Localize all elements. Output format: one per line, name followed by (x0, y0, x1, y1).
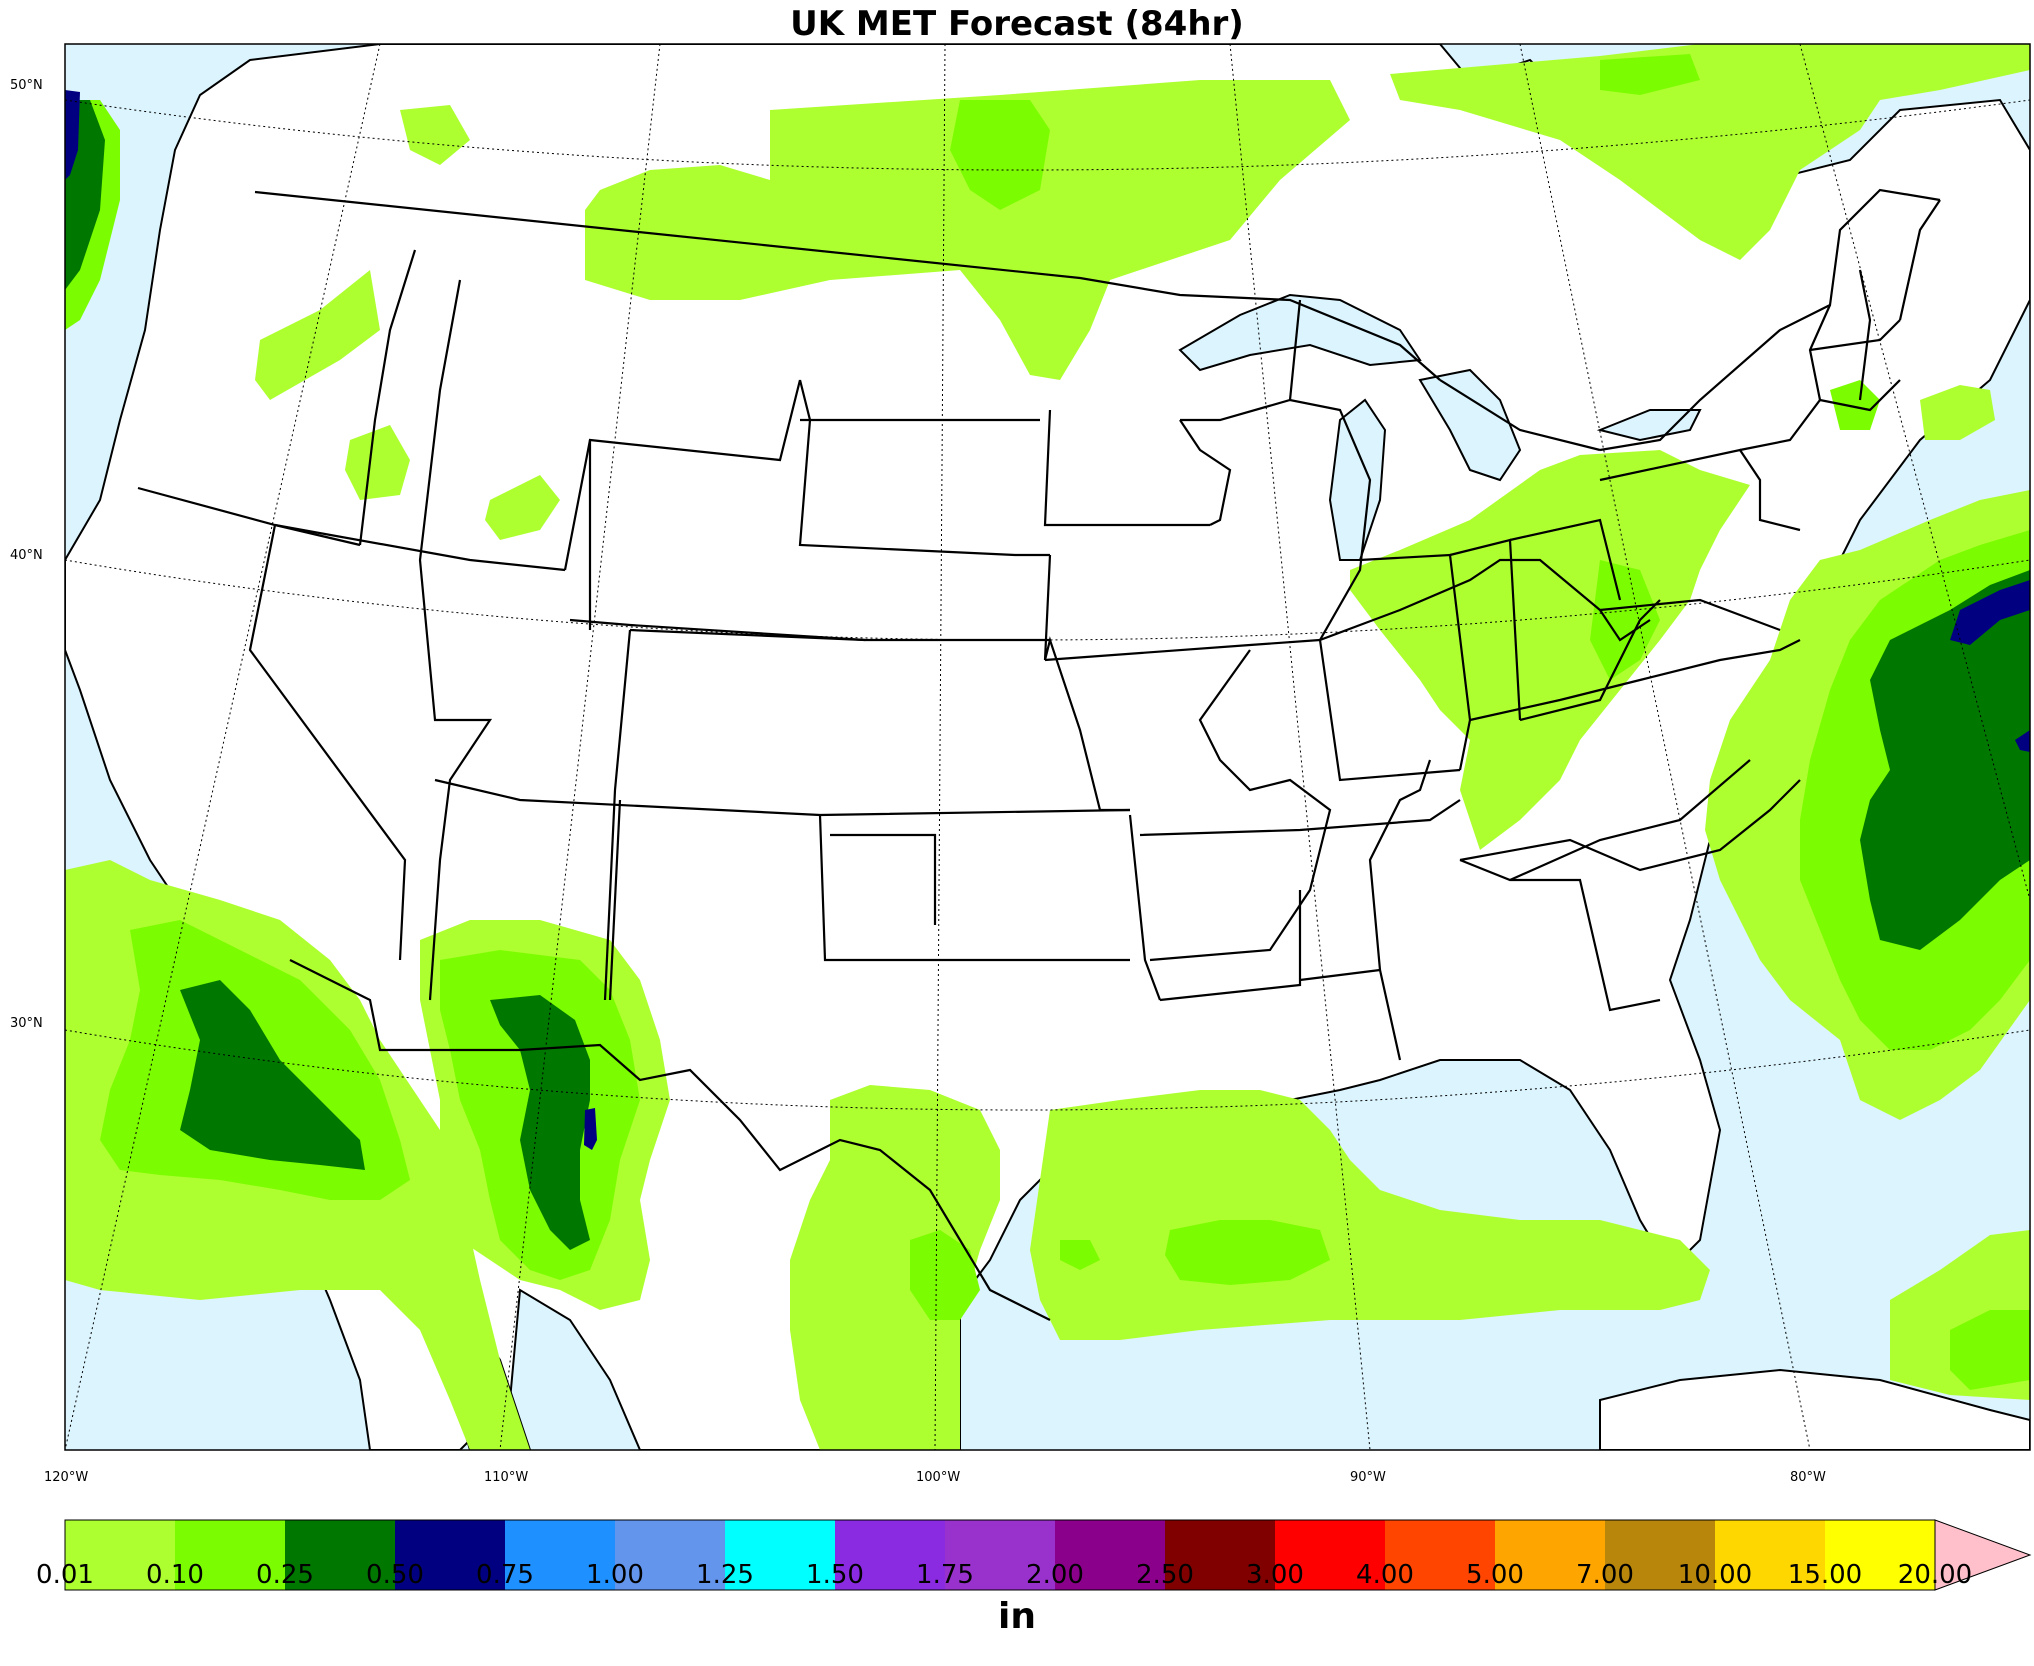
lat-label-40: 40°N (10, 548, 43, 563)
lon-label-100: 100°W (916, 1470, 961, 1485)
lat-label-30: 30°N (10, 1016, 43, 1031)
precip-0.50 (65, 90, 2030, 1150)
lon-label-90: 90°W (1350, 1470, 1386, 1485)
lon-label-80: 80°W (1790, 1470, 1826, 1485)
precip-0.25 (65, 100, 2030, 1250)
lat-label-50: 50°N (10, 78, 43, 93)
colorbar-swatch (1055, 1520, 1166, 1590)
colorbar-extend-arrow (1934, 1519, 2032, 1591)
colorbar-swatch (1825, 1520, 1936, 1590)
colorbar-swatch (1715, 1520, 1826, 1590)
colorbar-tick-label: 0.75 (476, 1560, 534, 1590)
colorbar-swatch (835, 1520, 946, 1590)
colorbar-tick-label: 1.25 (696, 1560, 754, 1590)
colorbar-swatch (505, 1520, 616, 1590)
colorbar-swatch (395, 1520, 506, 1590)
colorbar-tick-label: 1.75 (916, 1560, 974, 1590)
colorbar-swatch (175, 1520, 286, 1590)
colorbar-swatch (65, 1520, 176, 1590)
colorbar-outline (64, 1519, 1935, 1591)
colorbar-units: in (998, 1596, 1036, 1637)
graticule (65, 44, 2030, 1450)
colorbar-swatch (1385, 1520, 1496, 1590)
colorbar-tick-label: 10.00 (1677, 1560, 1753, 1590)
lon-label-110: 110°W (484, 1470, 529, 1485)
colorbar-swatch (725, 1520, 836, 1590)
colorbar-swatch (1165, 1520, 1276, 1590)
colorbar-tick-label: 0.10 (146, 1560, 204, 1590)
colorbar-tick-label: 0.25 (256, 1560, 314, 1590)
colorbar-swatch (1605, 1520, 1716, 1590)
colorbar (64, 1519, 2032, 1591)
colorbar-tick-label: 4.00 (1356, 1560, 1414, 1590)
colorbar-swatch (615, 1520, 726, 1590)
colorbar-tick-label: 3.00 (1246, 1560, 1304, 1590)
map-title: UK MET Forecast (84hr) (790, 4, 1244, 44)
colorbar-tick-label: 5.00 (1466, 1560, 1524, 1590)
colorbar-swatch (945, 1520, 1056, 1590)
colorbar-tick-label: 2.00 (1026, 1560, 1084, 1590)
state-borders (137, 188, 1941, 1321)
colorbar-tick-label: 0.50 (366, 1560, 424, 1590)
colorbar-tick-label: 0.01 (36, 1560, 94, 1590)
colorbar-tick-label: 2.50 (1136, 1560, 1194, 1590)
map-frame (64, 43, 2031, 1451)
colorbar-swatch (1495, 1520, 1606, 1590)
colorbar-swatch (285, 1520, 396, 1590)
colorbar-swatch (1275, 1520, 1386, 1590)
lon-label-120: 120°W (44, 1470, 89, 1485)
colorbar-tick-label: 1.50 (806, 1560, 864, 1590)
colorbar-tick-label: 7.00 (1576, 1560, 1634, 1590)
colorbar-tick-label: 1.00 (586, 1560, 644, 1590)
colorbar-tick-label: 15.00 (1787, 1560, 1863, 1590)
colorbar-tick-label: 20.00 (1897, 1560, 1973, 1590)
